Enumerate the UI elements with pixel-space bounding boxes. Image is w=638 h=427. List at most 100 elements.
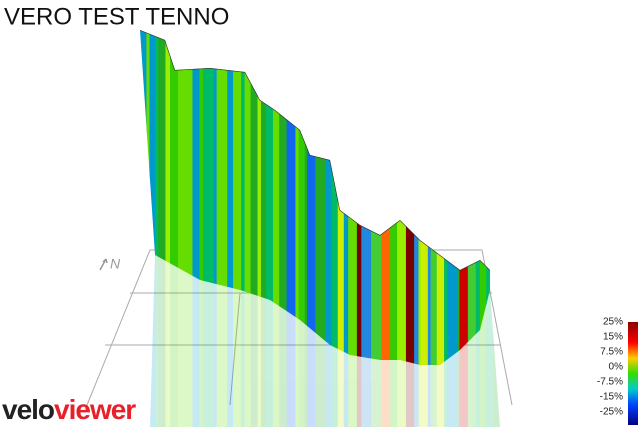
reflection-stripe: [155, 255, 159, 427]
wall-stripe: [381, 30, 391, 365]
title: VERO TEST TENNO: [4, 3, 229, 30]
wall-stripe: [155, 30, 159, 365]
reflection-stripe: [486, 255, 494, 427]
wall-stripe: [250, 30, 259, 365]
reflection-stripe: [216, 255, 228, 427]
reflection-stripe: [177, 255, 185, 427]
wall-stripe: [140, 30, 147, 365]
wall-stripe: [149, 30, 156, 365]
logo-velo: velo: [2, 394, 55, 425]
reflection-stripe: [244, 255, 252, 427]
wall-stripe: [203, 30, 215, 365]
reflection-stripe: [140, 250, 147, 427]
legend-label: -7.5%: [597, 377, 623, 388]
wall-stripe: [436, 30, 445, 365]
compass-label: N: [110, 256, 121, 272]
wall-stripe: [158, 30, 166, 365]
wall-stripe: [260, 30, 267, 365]
wall-stripe: [467, 30, 477, 365]
wall-stripe: [165, 30, 171, 365]
wall-stripe: [337, 30, 345, 365]
reflection-stripe: [213, 255, 218, 427]
wall-stripe: [199, 30, 204, 365]
reflection-stripe: [279, 255, 288, 427]
wall-stripe: [298, 30, 306, 365]
wall-stripe: [213, 30, 218, 365]
wall-stripe: [216, 30, 228, 365]
reflection-stripe: [483, 255, 487, 427]
reflection-stripe: [260, 255, 267, 427]
wall-stripe: [184, 30, 193, 365]
wall-stripe: [348, 30, 358, 365]
legend-label: 7.5%: [600, 347, 623, 358]
wall-stripe: [307, 30, 316, 365]
reflection-stripe: [158, 255, 166, 427]
wall-stripe: [459, 30, 469, 365]
reflection-stripe: [475, 255, 481, 427]
legend-label: -25%: [600, 407, 623, 418]
wall-stripe: [325, 30, 333, 365]
reflection-stripe: [227, 255, 234, 427]
wall-stripe: [268, 30, 274, 365]
wall-stripe: [343, 30, 349, 365]
wall-stripe: [430, 30, 438, 365]
reflection-stripe: [203, 255, 215, 427]
wall-stripe: [371, 30, 382, 365]
wall-stripe: [390, 30, 398, 365]
wall-outline: [140, 30, 490, 271]
wall-stripe: [241, 30, 246, 365]
gradient-scale: [628, 322, 638, 425]
reflection-stripe: [150, 255, 156, 427]
reflection-stripe: [268, 255, 274, 427]
wall-stripe: [444, 30, 448, 365]
reflection-stripe: [467, 255, 477, 427]
logo-viewer: viewer: [54, 394, 136, 425]
wall-stripe: [257, 30, 262, 365]
reflection-stripe: [165, 255, 171, 427]
legend-label: -15%: [600, 392, 623, 403]
wall-stripe: [315, 30, 327, 365]
reflection-stripe: [298, 255, 306, 427]
wall-stripe: [447, 30, 458, 365]
wall-stripe: [356, 30, 362, 365]
legend-label: 25%: [603, 317, 623, 328]
legend: 25% 15% 7.5% 0% -7.5% -15% -25%: [597, 317, 623, 418]
wall-stripe: [266, 30, 270, 365]
wall-stripe: [170, 30, 179, 365]
compass: N: [99, 256, 121, 272]
wall-stripe: [493, 20, 503, 380]
reflection-stripe: [146, 250, 150, 427]
wall-stripe: [192, 30, 201, 365]
wall-stripe: [227, 30, 234, 365]
wall-stripe: [272, 30, 280, 365]
wall-stripe: [397, 30, 403, 365]
reflection-stripe: [286, 255, 296, 427]
legend-label: 0%: [609, 362, 624, 373]
reflection-stripe: [307, 255, 316, 427]
wall-stripe: [233, 30, 242, 365]
reflection-stripe: [257, 255, 262, 427]
reflection-stripe: [266, 255, 270, 427]
reflection-stripe: [250, 255, 259, 427]
reflection-stripe: [192, 255, 201, 427]
logo: veloviewer: [2, 394, 136, 425]
reflection-stripe: [272, 255, 280, 427]
wall-stripe: [331, 30, 339, 365]
wall-stripe: [146, 30, 150, 365]
wall-stripe: [304, 30, 308, 365]
reflection-stripe: [492, 255, 500, 427]
wall-stripe: [295, 30, 300, 365]
reflection-stripe: [479, 255, 484, 427]
reflection-stripe: [315, 255, 327, 427]
wall-stripe: [286, 30, 296, 365]
wall-stripe: [177, 30, 185, 365]
wall-stripe: [405, 30, 415, 365]
reflection-stripe: [304, 255, 308, 427]
reflection-stripe: [241, 255, 246, 427]
wall-stripe: [420, 30, 429, 365]
wall-stripe: [414, 30, 420, 365]
reflection-stripe: [184, 255, 193, 427]
reflection-stripe: [295, 255, 300, 427]
wall-stripe: [244, 30, 252, 365]
